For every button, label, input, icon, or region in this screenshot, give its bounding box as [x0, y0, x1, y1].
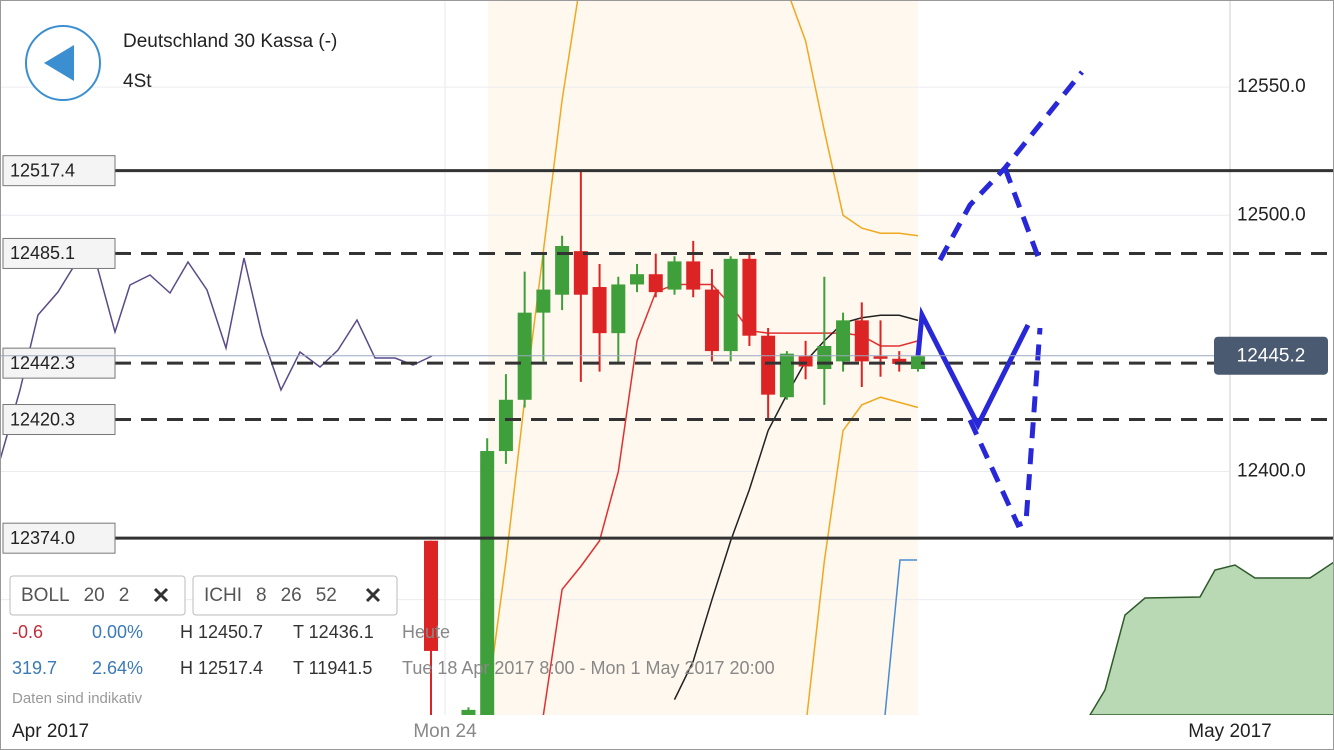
candle-body — [892, 358, 907, 364]
band-fill — [488, 0, 918, 715]
indicator-name: ICHI — [204, 585, 242, 606]
candle-body — [723, 258, 738, 352]
close-icon[interactable] — [365, 587, 381, 603]
projection — [967, 327, 1043, 529]
candle-body — [761, 335, 776, 395]
y-tick-label: 12500.0 — [1237, 204, 1306, 225]
candle-body — [573, 251, 588, 295]
stat-change: 319.7 — [12, 658, 57, 678]
stat-period: Tue 18 Apr 2017 8:00 - Mon 1 May 2017 20… — [402, 658, 775, 678]
level-label: 12517.4 — [10, 160, 75, 180]
y-tick-label: 12400.0 — [1237, 461, 1306, 482]
candle-body — [704, 289, 719, 352]
indicator-chip[interactable] — [9, 575, 186, 616]
candle-body — [779, 353, 794, 398]
candle-body — [910, 356, 925, 370]
note: Daten sind indikativ — [12, 690, 143, 707]
level-tag — [2, 237, 116, 269]
x-label: Mon 24 — [413, 721, 477, 742]
y-tick-label: 12550.0 — [1237, 76, 1306, 97]
indicator-param: 2 — [119, 585, 130, 606]
x-axis-strip — [0, 715, 1334, 750]
candle-body — [873, 356, 888, 359]
projection — [915, 306, 1031, 431]
candle-body — [424, 540, 438, 651]
stat-percent: 2.64% — [92, 658, 143, 678]
current-badge — [1214, 336, 1328, 375]
candle-body — [686, 261, 701, 290]
stat-percent: 0.00% — [92, 622, 143, 642]
candle-body — [461, 709, 476, 715]
candle-body — [592, 287, 607, 334]
stat-high: H 12450.7 — [180, 622, 263, 642]
candle-body — [742, 258, 757, 336]
title: Deutschland 30 Kassa (-) — [123, 31, 337, 52]
candle-body — [555, 246, 570, 295]
candle-body — [648, 274, 663, 293]
indicator-param: 8 — [256, 585, 267, 606]
candle-body — [798, 356, 813, 367]
x-label: May 2017 — [1188, 721, 1271, 742]
projection — [1002, 167, 1043, 263]
candle-body — [667, 261, 682, 290]
candle-body — [854, 320, 869, 362]
projection — [937, 70, 1084, 262]
indicator-line — [806, 396, 919, 715]
back-icon — [44, 45, 74, 81]
projections — [915, 70, 1084, 529]
indicator-param: 52 — [316, 585, 337, 606]
close-icon[interactable] — [153, 587, 169, 603]
level-label: 12442.3 — [10, 353, 75, 373]
candle-body — [517, 312, 532, 400]
level-tag — [2, 522, 116, 554]
stat-high: H 12517.4 — [180, 658, 263, 678]
cloud — [1088, 561, 1334, 716]
indicator-name: BOLL — [21, 585, 70, 606]
level-tag — [2, 347, 116, 379]
level-tag — [2, 404, 116, 436]
stat-change: -0.6 — [12, 622, 43, 642]
level-label: 12485.1 — [10, 243, 75, 263]
current-label: 12445.2 — [1237, 346, 1306, 367]
candle-body — [611, 284, 626, 334]
level-label: 12420.3 — [10, 409, 75, 429]
candle-body — [480, 451, 495, 715]
indicator-param: 20 — [84, 585, 105, 606]
indicator-chip[interactable] — [192, 575, 398, 616]
subtitle: 4St — [123, 71, 152, 92]
stat-period: Heute — [402, 622, 450, 642]
candle-body — [498, 399, 513, 452]
indicator-param: 26 — [281, 585, 302, 606]
candle-body — [836, 320, 851, 362]
indicator-line — [884, 559, 917, 716]
stat-low: T 12436.1 — [293, 622, 374, 642]
candle-body — [536, 289, 551, 313]
x-label: Apr 2017 — [12, 721, 89, 742]
candle-body — [630, 274, 645, 285]
stat-low: T 11941.5 — [293, 658, 372, 678]
level-tag — [2, 155, 116, 187]
candle-body — [817, 345, 832, 370]
indicator-line — [486, 0, 919, 703]
indicator-line — [673, 314, 919, 700]
level-label: 12374.0 — [10, 528, 75, 548]
